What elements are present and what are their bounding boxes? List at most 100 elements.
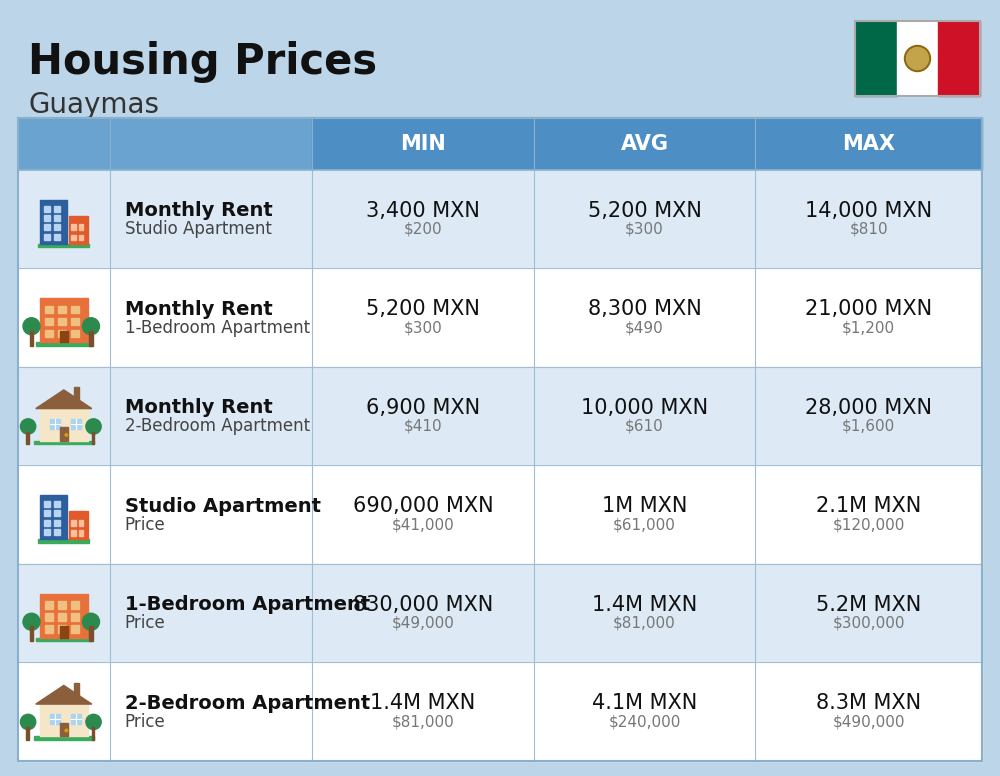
Bar: [45, 625, 53, 632]
Bar: [40, 298, 88, 342]
Bar: [71, 224, 76, 230]
Bar: [18, 564, 982, 663]
Bar: [18, 268, 982, 367]
Bar: [54, 224, 60, 230]
Text: Studio Apartment: Studio Apartment: [125, 220, 271, 238]
Text: Monthly Rent: Monthly Rent: [125, 300, 272, 319]
Text: $61,000: $61,000: [613, 518, 676, 532]
Circle shape: [86, 419, 101, 434]
Text: 1-Bedroom Apartment: 1-Bedroom Apartment: [125, 319, 310, 337]
Text: $300,000: $300,000: [832, 615, 905, 631]
Bar: [92, 727, 94, 740]
Text: AVG: AVG: [621, 134, 669, 154]
Text: $490,000: $490,000: [832, 714, 905, 729]
Bar: [79, 520, 83, 526]
Bar: [40, 704, 88, 736]
Polygon shape: [36, 390, 92, 409]
Text: 14,000 MXN: 14,000 MXN: [805, 201, 932, 220]
Bar: [69, 511, 88, 539]
Bar: [74, 683, 79, 695]
Bar: [18, 118, 312, 170]
Bar: [26, 727, 29, 740]
Text: $81,000: $81,000: [613, 615, 676, 631]
Circle shape: [23, 317, 40, 334]
Circle shape: [82, 317, 99, 334]
Bar: [26, 431, 29, 445]
Bar: [30, 626, 33, 641]
Text: Price: Price: [125, 615, 165, 632]
Bar: [58, 601, 66, 609]
Text: 2-Bedroom Apartment: 2-Bedroom Apartment: [125, 694, 370, 712]
Bar: [60, 428, 68, 441]
Circle shape: [904, 46, 931, 71]
Bar: [44, 511, 50, 517]
Text: $41,000: $41,000: [392, 518, 454, 532]
Bar: [58, 306, 66, 314]
Text: MIN: MIN: [400, 134, 446, 154]
Text: 5,200 MXN: 5,200 MXN: [588, 201, 702, 220]
Text: 4.1M MXN: 4.1M MXN: [592, 693, 697, 713]
Bar: [79, 530, 83, 536]
Bar: [50, 714, 60, 725]
Circle shape: [82, 613, 99, 630]
Text: 2.1M MXN: 2.1M MXN: [816, 496, 921, 516]
Text: $490: $490: [625, 320, 664, 335]
Bar: [60, 331, 68, 342]
Bar: [44, 215, 50, 221]
Bar: [18, 118, 982, 761]
Bar: [44, 529, 50, 535]
Bar: [897, 21, 938, 96]
Text: $410: $410: [404, 419, 442, 434]
Bar: [54, 234, 60, 240]
Text: $300: $300: [404, 320, 442, 335]
Text: 5.2M MXN: 5.2M MXN: [816, 594, 921, 615]
Text: $81,000: $81,000: [392, 714, 454, 729]
Text: Guaymas: Guaymas: [28, 91, 159, 119]
Bar: [44, 234, 50, 240]
Bar: [18, 367, 982, 466]
Text: Housing Prices: Housing Prices: [28, 41, 377, 83]
Bar: [36, 638, 92, 641]
Circle shape: [20, 714, 36, 729]
Bar: [71, 234, 76, 241]
Bar: [34, 736, 94, 740]
Text: $1,200: $1,200: [842, 320, 895, 335]
Text: $49,000: $49,000: [391, 615, 454, 631]
Bar: [312, 118, 982, 170]
Bar: [38, 244, 89, 248]
Bar: [79, 234, 83, 241]
Bar: [34, 441, 94, 445]
Bar: [54, 520, 60, 526]
Text: 1.4M MXN: 1.4M MXN: [592, 594, 697, 615]
Bar: [79, 224, 83, 230]
Bar: [40, 199, 67, 244]
Bar: [18, 663, 982, 761]
Text: 8,300 MXN: 8,300 MXN: [588, 300, 701, 319]
Bar: [71, 419, 81, 429]
Bar: [71, 520, 76, 526]
Text: 690,000 MXN: 690,000 MXN: [353, 496, 493, 516]
Circle shape: [20, 419, 36, 434]
Text: Monthly Rent: Monthly Rent: [125, 398, 272, 417]
Bar: [30, 331, 33, 346]
Bar: [71, 613, 79, 621]
Text: 8.3M MXN: 8.3M MXN: [816, 693, 921, 713]
Text: 1M MXN: 1M MXN: [602, 496, 687, 516]
Bar: [71, 714, 81, 725]
Bar: [18, 466, 982, 564]
Bar: [44, 224, 50, 230]
Text: $200: $200: [404, 222, 442, 237]
Text: 6,900 MXN: 6,900 MXN: [366, 398, 480, 417]
Bar: [45, 601, 53, 609]
Text: 1-Bedroom Apartment: 1-Bedroom Apartment: [125, 595, 370, 615]
Bar: [54, 511, 60, 517]
Circle shape: [907, 47, 929, 70]
Bar: [44, 520, 50, 526]
Text: 830,000 MXN: 830,000 MXN: [353, 594, 493, 615]
Text: 5,200 MXN: 5,200 MXN: [366, 300, 480, 319]
Text: 2-Bedroom Apartment: 2-Bedroom Apartment: [125, 417, 310, 435]
Bar: [36, 342, 92, 346]
Bar: [938, 21, 980, 96]
Bar: [58, 613, 66, 621]
Text: $300: $300: [625, 222, 664, 237]
